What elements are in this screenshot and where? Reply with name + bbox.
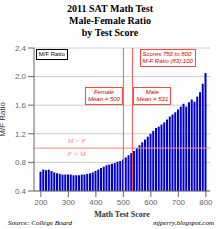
svg-text:700: 700 [172, 198, 186, 207]
html-text:2011 SAT Math Test: 2011 SAT Math Test [67, 3, 153, 14]
svg-text:Math Test Score: Math Test Score [94, 210, 150, 217]
html-text:M/F Ratio: M/F Ratio [38, 51, 65, 58]
svg-text:800: 800 [199, 198, 212, 207]
html-text:mjperry.blogspot.com: mjperry.blogspot.com [152, 219, 214, 227]
html-text:Scores 750 to 800: Scores 750 to 800 [142, 51, 192, 58]
svg-text:1.6: 1.6 [15, 101, 27, 110]
svg-text:0.8: 0.8 [15, 158, 27, 167]
html-text:Source: College Board: Source: College Board [8, 219, 72, 227]
svg-text:0.4: 0.4 [15, 187, 27, 196]
html-text:M > F: M > F [67, 136, 86, 145]
svg-text:200: 200 [34, 198, 48, 207]
svg-text:500: 500 [117, 198, 131, 207]
html-text:Mean = 500: Mean = 500 [88, 95, 120, 102]
svg-text:400: 400 [89, 198, 103, 207]
svg-text:2.4: 2.4 [15, 44, 27, 53]
html-text:Male: Male [145, 88, 159, 95]
html-text:Female: Female [94, 88, 114, 95]
html-text:Male-Female Ratio: Male-Female Ratio [69, 15, 151, 26]
svg-text:1.2: 1.2 [15, 130, 27, 139]
html-text:F > M: F > M [67, 150, 86, 159]
html-text:Mean = 531: Mean = 531 [136, 95, 169, 102]
svg-text:300: 300 [62, 198, 76, 207]
html-text:by Test Score: by Test Score [81, 27, 139, 38]
svg-text:600: 600 [144, 198, 158, 207]
svg-text:2.0: 2.0 [15, 72, 27, 81]
html-text:M-F Ratio (83):100: M-F Ratio (83):100 [142, 58, 193, 65]
